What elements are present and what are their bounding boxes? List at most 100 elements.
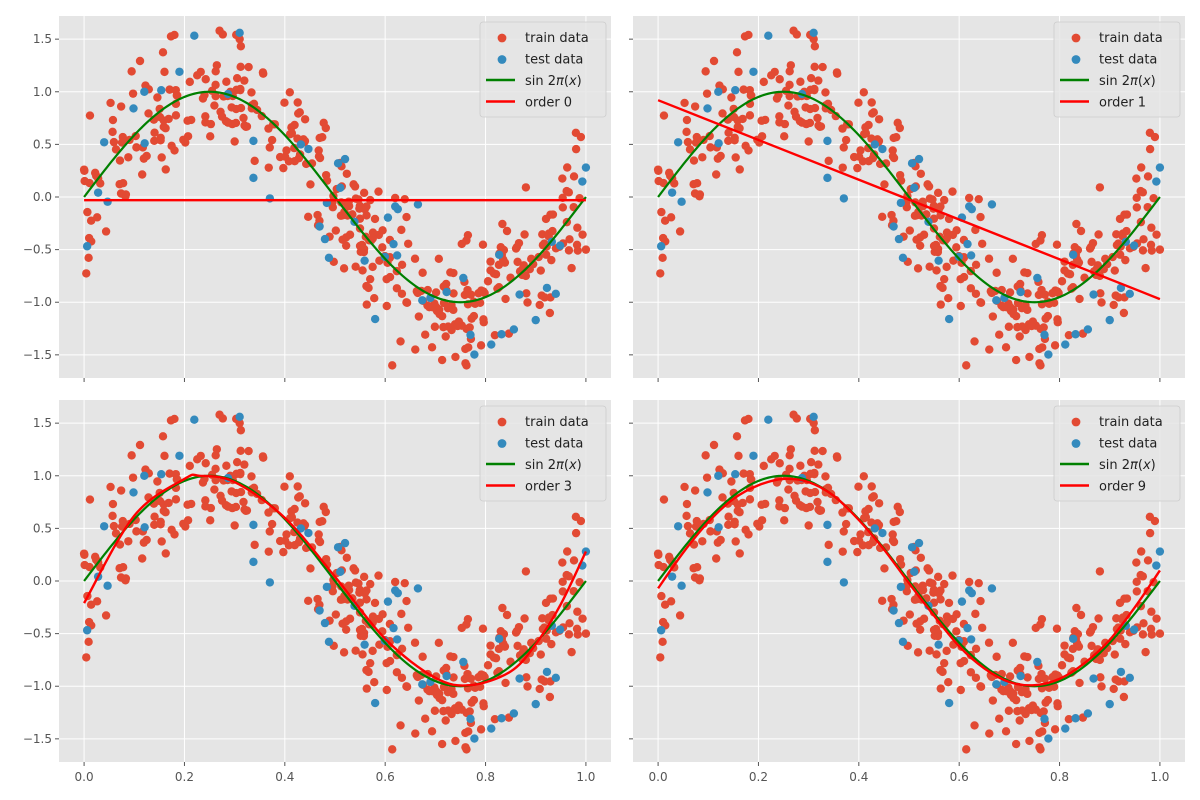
- train-point: [210, 101, 219, 110]
- train-point: [483, 661, 493, 670]
- train-point: [314, 530, 323, 539]
- train-point: [966, 668, 976, 677]
- train-point: [1005, 288, 1015, 297]
- train-point: [236, 446, 245, 456]
- test-point: [1040, 330, 1049, 340]
- train-point: [1145, 144, 1155, 154]
- test-point: [1016, 671, 1025, 681]
- train-point: [449, 652, 458, 662]
- train-point: [581, 245, 591, 254]
- train-point: [770, 67, 779, 77]
- train-point: [854, 152, 864, 161]
- train-point: [569, 556, 579, 565]
- train-point: [869, 492, 878, 501]
- train-point: [279, 547, 288, 557]
- train-point: [1048, 289, 1057, 298]
- train-point: [936, 684, 945, 693]
- train-point: [942, 262, 951, 272]
- train-point: [453, 705, 462, 715]
- train-point: [929, 241, 939, 251]
- train-point: [232, 457, 242, 467]
- train-point: [181, 138, 190, 147]
- train-point: [796, 461, 805, 470]
- train-point: [1060, 641, 1069, 650]
- train-point: [1009, 309, 1018, 319]
- legend-frame: [479, 405, 607, 502]
- train-point: [680, 482, 689, 492]
- train-point: [390, 577, 400, 587]
- test-point: [470, 350, 479, 359]
- test-point: [333, 159, 343, 168]
- train-point: [210, 485, 219, 494]
- train-point: [1132, 587, 1142, 596]
- train-point: [575, 577, 584, 587]
- train-point: [861, 507, 870, 516]
- train-point: [185, 461, 195, 471]
- train-point: [265, 527, 274, 536]
- test-point: [515, 674, 524, 683]
- train-point: [300, 499, 310, 508]
- train-point: [223, 118, 233, 127]
- train-point: [124, 153, 133, 162]
- train-point: [976, 298, 986, 307]
- train-point: [832, 68, 842, 77]
- train-point: [789, 410, 798, 419]
- train-point: [1119, 692, 1129, 702]
- legend-train-label: train data: [1099, 415, 1163, 430]
- train-point: [712, 170, 721, 179]
- train-point: [1097, 682, 1106, 691]
- train-point: [816, 122, 826, 131]
- train-point: [156, 520, 165, 529]
- test-point: [129, 104, 138, 113]
- train-point: [108, 115, 118, 125]
- x-tick-label: 0.4: [275, 770, 294, 784]
- legend-fit-label: order 1: [1099, 96, 1146, 111]
- train-point: [201, 75, 210, 84]
- train-point: [682, 499, 692, 509]
- train-point: [232, 85, 241, 95]
- train-point: [247, 88, 256, 97]
- train-point: [1050, 341, 1060, 350]
- train-point: [368, 262, 377, 272]
- train-point: [1152, 614, 1161, 623]
- train-point: [944, 293, 953, 303]
- train-point: [118, 132, 127, 142]
- train-point: [350, 566, 360, 575]
- legend-train-label: train data: [525, 31, 589, 46]
- train-point: [287, 123, 296, 132]
- train-point: [1034, 290, 1044, 300]
- y-tick-label: 0.5: [33, 137, 52, 151]
- train-point: [397, 260, 407, 269]
- train-point: [449, 268, 458, 278]
- test-point: [987, 584, 997, 593]
- train-point: [128, 89, 138, 98]
- train-point: [1025, 736, 1034, 746]
- train-point: [984, 638, 994, 647]
- train-point: [280, 152, 290, 161]
- train-point: [974, 194, 983, 204]
- test-point: [1033, 273, 1042, 283]
- train-point: [111, 145, 121, 154]
- train-point: [682, 127, 691, 137]
- test-point: [542, 667, 552, 677]
- train-point: [461, 344, 470, 354]
- train-point: [431, 288, 441, 297]
- train-point: [101, 227, 111, 236]
- train-point: [791, 112, 801, 121]
- train-point: [1132, 558, 1141, 567]
- train-point: [158, 432, 168, 441]
- train-point: [657, 207, 666, 217]
- train-point: [733, 506, 742, 516]
- legend: train data test data sin 2π(x) order 3: [479, 405, 607, 502]
- test-point: [896, 582, 906, 592]
- train-point: [443, 303, 453, 313]
- train-point: [706, 527, 715, 536]
- train-point: [1087, 257, 1096, 267]
- train-point: [1109, 684, 1118, 694]
- train-point: [116, 102, 126, 111]
- train-point: [1094, 614, 1103, 623]
- train-point: [414, 312, 424, 321]
- train-point: [280, 536, 290, 545]
- train-point: [956, 685, 965, 695]
- y-tick-label: 1.0: [33, 469, 52, 483]
